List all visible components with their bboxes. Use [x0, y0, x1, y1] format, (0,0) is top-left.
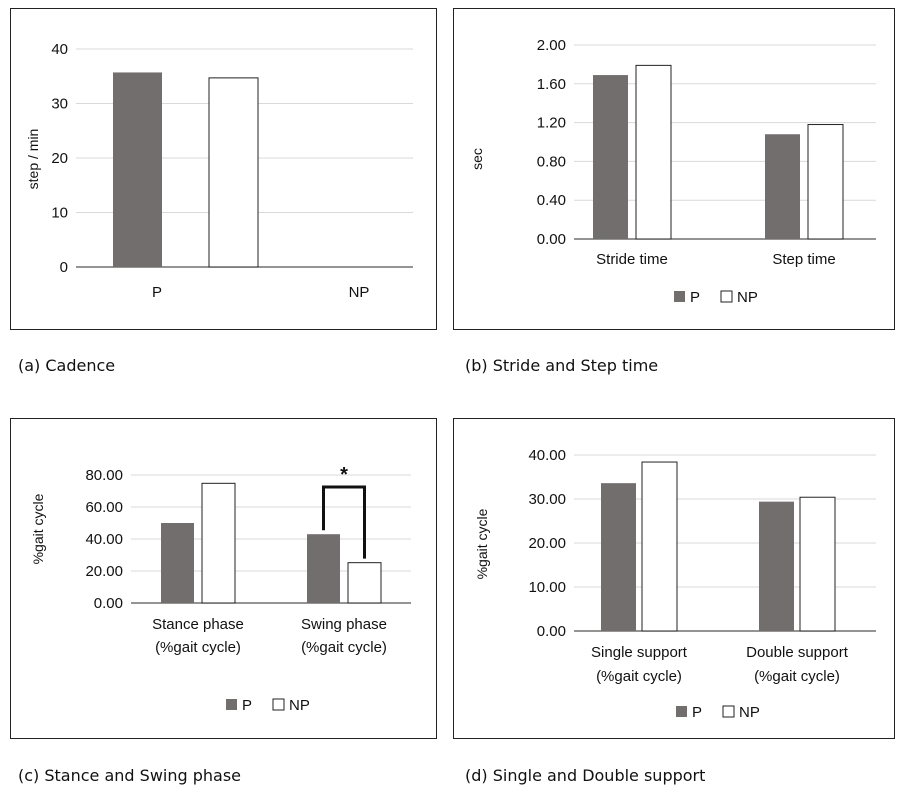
y-tick-label: 1.60 [537, 76, 566, 93]
legend-label-P: P [242, 697, 252, 714]
y-tick-label: 80.00 [85, 467, 123, 484]
chart-stance-swing: 0.00 20.00 40.00 60.00 80.00 %gait cycle Stanc… [30, 464, 411, 714]
bar-P [601, 483, 636, 631]
y-tick-label: 10 [51, 205, 68, 222]
caption-stride-step-time: (b) Stride and Step time [465, 356, 659, 375]
caption-cadence: (a) Cadence [18, 356, 116, 375]
significance-bracket [322, 485, 366, 559]
caption-single-double-support: (d) Single and Double support [465, 766, 706, 785]
bar-NP [347, 562, 382, 604]
caption-stance-swing: (c) Stance and Swing phase [18, 766, 242, 785]
legend-swatch-P [226, 699, 237, 710]
legend-swatch-P [674, 291, 685, 302]
bar-P [765, 134, 800, 239]
legend-swatch-NP [722, 705, 735, 718]
legend-swatch-NP [720, 290, 733, 303]
x-tick-label: P [152, 284, 162, 301]
y-tick-label: 20 [51, 150, 68, 167]
y-tick-label: 0.80 [537, 153, 566, 170]
x-tick-label: NP [349, 284, 370, 301]
x-tick-label: Swing phase [301, 616, 387, 633]
y-tick-label: 30 [51, 96, 68, 113]
y-axis-label: %gait cycle [30, 493, 46, 564]
y-tick-label: 2.00 [537, 37, 566, 54]
x-tick-label: (%gait cycle) [301, 639, 387, 656]
chart-single-double-support: 0.00 10.00 20.00 30.00 40.00 %gait cycle Singl… [474, 447, 876, 721]
y-tick-label: 0.00 [537, 623, 566, 640]
x-tick-label: Double support [746, 644, 849, 661]
bar-NP [641, 461, 678, 632]
bar-P [759, 501, 794, 631]
bar-P [161, 523, 194, 603]
y-tick-label: 0.40 [537, 192, 566, 209]
chart-cadence: 0 10 20 30 40 step / min P NP [25, 41, 413, 301]
panel-single-double-support: 0.00 10.00 20.00 30.00 40.00 %gait cycle Singl… [453, 418, 895, 739]
y-tick-label: 0.00 [537, 231, 566, 248]
panel-cadence: 0 10 20 30 40 step / min P NP [10, 8, 437, 330]
y-axis-label: %gait cycle [474, 508, 490, 579]
y-tick-label: 30.00 [528, 491, 566, 508]
x-tick-label: Single support [591, 644, 688, 661]
x-tick-label: Stance phase [152, 616, 244, 633]
significance-asterisk: * [340, 464, 348, 486]
legend-label-NP: NP [737, 289, 758, 306]
bar-NP [807, 124, 844, 240]
x-tick-label: Step time [772, 251, 835, 268]
y-tick-label: 0.00 [94, 595, 123, 612]
bar-P [113, 72, 162, 267]
y-tick-label: 40.00 [528, 447, 566, 464]
bar-NP [201, 482, 236, 604]
x-tick-label: Stride time [596, 251, 668, 268]
x-tick-label: (%gait cycle) [155, 639, 241, 656]
y-tick-label: 40 [51, 41, 68, 58]
legend-label-NP: NP [739, 704, 760, 721]
y-tick-label: 20.00 [528, 535, 566, 552]
chart-stride-step-time: 0.00 0.40 0.80 1.20 1.60 2.00 sec Stride time St… [469, 37, 876, 306]
y-axis-label: step / min [25, 129, 41, 190]
panel-stance-swing: 0.00 20.00 40.00 60.00 80.00 %gait cycle Stanc… [10, 418, 437, 739]
y-tick-label: 20.00 [85, 563, 123, 580]
y-axis-label: sec [469, 148, 485, 170]
y-tick-label: 0 [60, 259, 68, 276]
bar-NP [799, 496, 836, 632]
x-tick-label: (%gait cycle) [596, 668, 682, 685]
bar-P [593, 75, 628, 239]
panel-stride-step-time: 0.00 0.40 0.80 1.20 1.60 2.00 sec Stride time St… [453, 8, 895, 330]
x-tick-label: (%gait cycle) [754, 668, 840, 685]
y-tick-label: 60.00 [85, 499, 123, 516]
y-tick-label: 1.20 [537, 115, 566, 132]
legend-label-NP: NP [289, 697, 310, 714]
legend-label-P: P [692, 704, 702, 721]
bar-P [307, 534, 340, 603]
legend-label-P: P [690, 289, 700, 306]
y-tick-label: 40.00 [85, 531, 123, 548]
legend-swatch-P [676, 706, 687, 717]
bar-NP [208, 77, 259, 268]
legend-swatch-NP [272, 698, 285, 711]
bar-NP [635, 64, 672, 240]
y-tick-label: 10.00 [528, 579, 566, 596]
